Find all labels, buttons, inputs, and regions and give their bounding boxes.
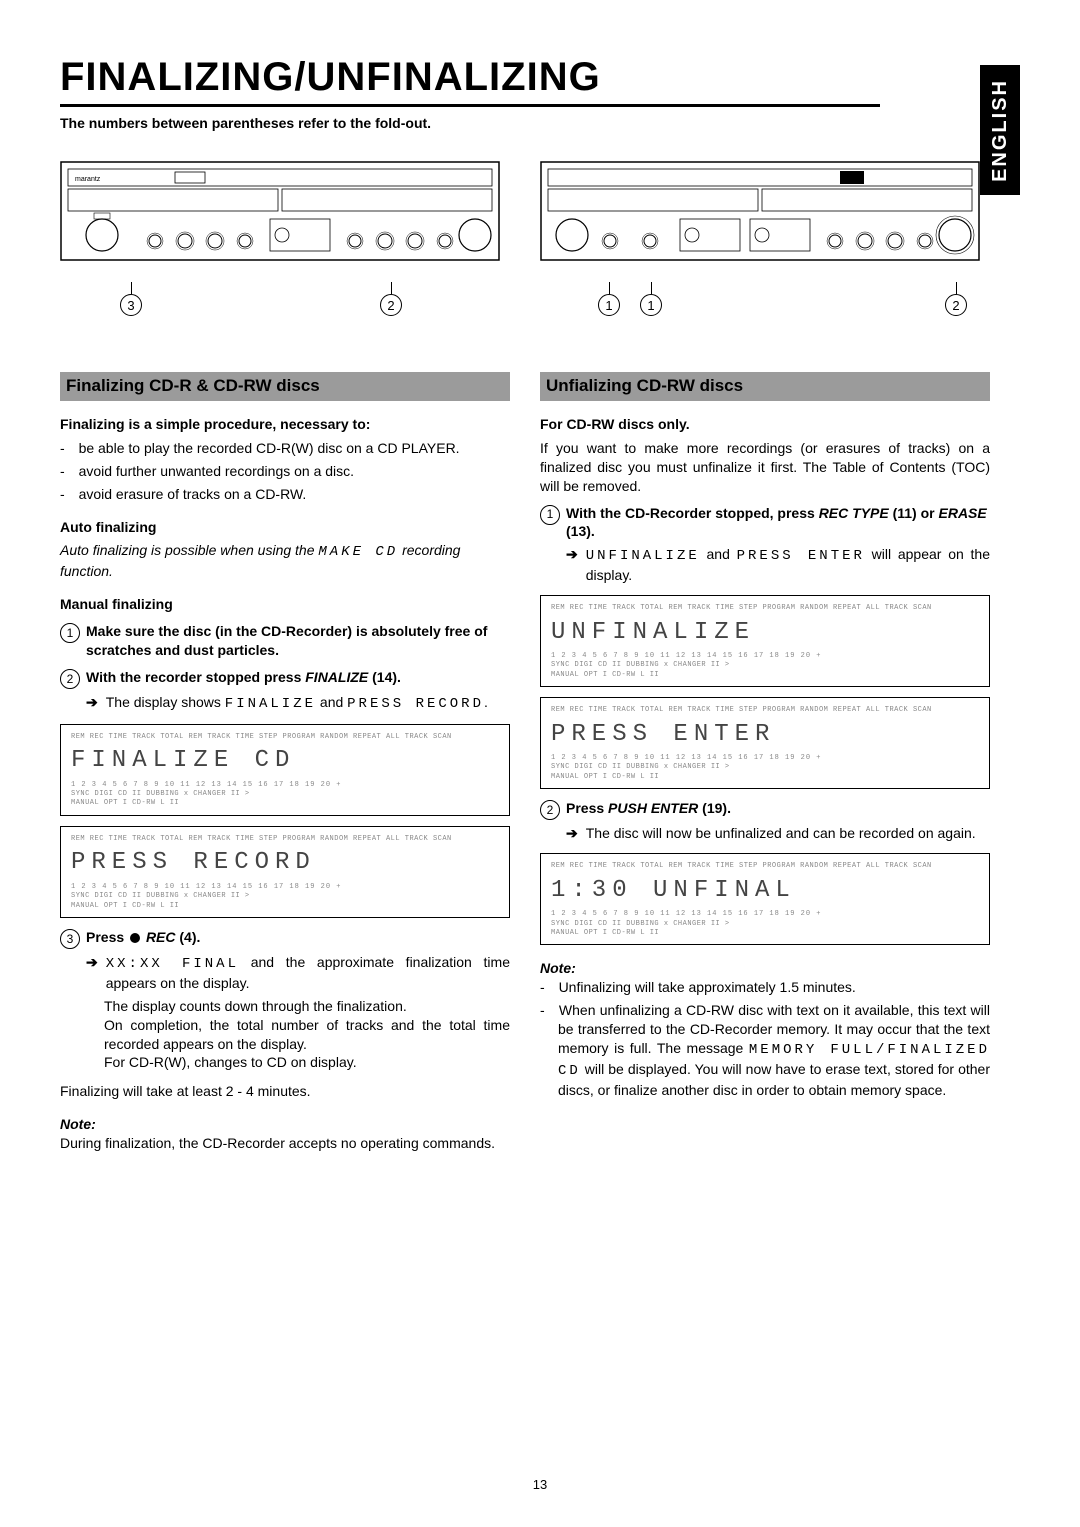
device-left: marantz 3 2: [60, 161, 500, 322]
svg-text:marantz: marantz: [75, 176, 101, 183]
page-number: 13: [533, 1477, 547, 1492]
step-3: 3 Press REC (4).: [60, 928, 510, 949]
content-columns: Finalizing CD-R & CD-RW discs Finalizing…: [60, 372, 1020, 1153]
step-text: With the CD-Recorder stopped, press REC …: [566, 504, 990, 542]
lcd-display-unfinal-time: REM REC TIME TRACK TOTAL REM TRACK TIME …: [540, 853, 990, 945]
column-right: Unfializing CD-RW discs For CD-RW discs …: [540, 372, 990, 1153]
callout-right-1a: 1: [598, 282, 620, 316]
page-title: FINALIZING/UNFINALIZING: [60, 55, 880, 107]
callout-right-2: 2: [945, 282, 967, 316]
step-1: 1 Make sure the disc (in the CD-Recorder…: [60, 622, 510, 660]
arrow-icon: ➔: [86, 693, 98, 714]
cd-recorder-right-svg: [540, 161, 980, 271]
finalize-duration: Finalizing will take at least 2 - 4 minu…: [60, 1082, 510, 1101]
list-item: be able to play the recorded CD-R(W) dis…: [60, 439, 510, 458]
right-intro-body: If you want to make more recordings (or …: [540, 439, 990, 496]
lcd-display-unfinalize: REM REC TIME TRACK TOTAL REM TRACK TIME …: [540, 595, 990, 687]
note-heading: Note:: [60, 1115, 510, 1134]
callout-right-1b: 1: [640, 282, 662, 316]
step-text: Press REC (4).: [86, 928, 510, 949]
note-heading: Note:: [540, 959, 990, 978]
page-subtitle: The numbers between parentheses refer to…: [60, 115, 1020, 131]
list-item: avoid further unwanted recordings on a d…: [60, 462, 510, 481]
manual-finalizing-head: Manual finalizing: [60, 595, 510, 614]
right-note-list: Unfinalizing will take approximately 1.5…: [540, 978, 990, 1099]
left-intro-list: be able to play the recorded CD-R(W) dis…: [60, 439, 510, 504]
step-number-icon: 2: [540, 800, 560, 820]
list-item: Unfinalizing will take approximately 1.5…: [540, 978, 990, 997]
right-section-header: Unfializing CD-RW discs: [540, 372, 990, 401]
step-text: With the recorder stopped press FINALIZE…: [86, 668, 510, 689]
step-text: Press PUSH ENTER (19).: [566, 799, 990, 820]
cd-recorder-left-svg: marantz: [60, 161, 500, 271]
arrow-icon: ➔: [566, 824, 578, 843]
callout-left-3: 3: [120, 282, 142, 316]
language-tab: ENGLISH: [980, 65, 1020, 195]
left-intro-head: Finalizing is a simple procedure, necess…: [60, 415, 510, 434]
auto-finalizing-body: Auto finalizing is possible when using t…: [60, 541, 510, 581]
cont-text: On completion, the total number of track…: [60, 1016, 510, 1054]
arrow-icon: ➔: [566, 545, 578, 585]
callout-left-2: 2: [380, 282, 402, 316]
arrow-icon: ➔: [86, 953, 98, 993]
list-item: When unfinalizing a CD-RW disc with text…: [540, 1001, 990, 1099]
step-2-result: ➔ The display shows FINALIZE and PRESS R…: [60, 693, 510, 714]
left-section-header: Finalizing CD-R & CD-RW discs: [60, 372, 510, 401]
lcd-display-press-enter: REM REC TIME TRACK TOTAL REM TRACK TIME …: [540, 697, 990, 789]
step-3-result: ➔ XX:XX FINAL and the approximate finali…: [60, 953, 510, 993]
device-illustration-row: marantz 3 2: [60, 161, 1020, 322]
language-tab-text: ENGLISH: [989, 79, 1012, 182]
step-number-icon: 1: [60, 623, 80, 643]
unfinal-step-1-result: ➔ UNFINALIZE and PRESS ENTER will appear…: [540, 545, 990, 585]
unfinal-step-1: 1 With the CD-Recorder stopped, press RE…: [540, 504, 990, 542]
unfinal-step-2-result: ➔ The disc will now be unfinalized and c…: [540, 824, 990, 843]
record-dot-icon: [130, 933, 140, 943]
lcd-display-press-record: REM REC TIME TRACK TOTAL REM TRACK TIME …: [60, 826, 510, 918]
unfinal-step-2: 2 Press PUSH ENTER (19).: [540, 799, 990, 820]
step-2: 2 With the recorder stopped press FINALI…: [60, 668, 510, 689]
column-left: Finalizing CD-R & CD-RW discs Finalizing…: [60, 372, 510, 1153]
step-number-icon: 3: [60, 929, 80, 949]
right-intro-head: For CD-RW discs only.: [540, 415, 990, 434]
step-number-icon: 1: [540, 505, 560, 525]
cont-text: For CD-R(W), changes to CD on display.: [60, 1053, 510, 1072]
step-number-icon: 2: [60, 669, 80, 689]
list-item: avoid erasure of tracks on a CD-RW.: [60, 485, 510, 504]
note-body: During finalization, the CD-Recorder acc…: [60, 1134, 510, 1153]
auto-finalizing-head: Auto finalizing: [60, 518, 510, 537]
step-text: Make sure the disc (in the CD-Recorder) …: [86, 622, 510, 660]
device-right: 1 1 2: [540, 161, 980, 322]
lcd-display-finalize: REM REC TIME TRACK TOTAL REM TRACK TIME …: [60, 724, 510, 816]
cont-text: The display counts down through the fina…: [60, 997, 510, 1016]
